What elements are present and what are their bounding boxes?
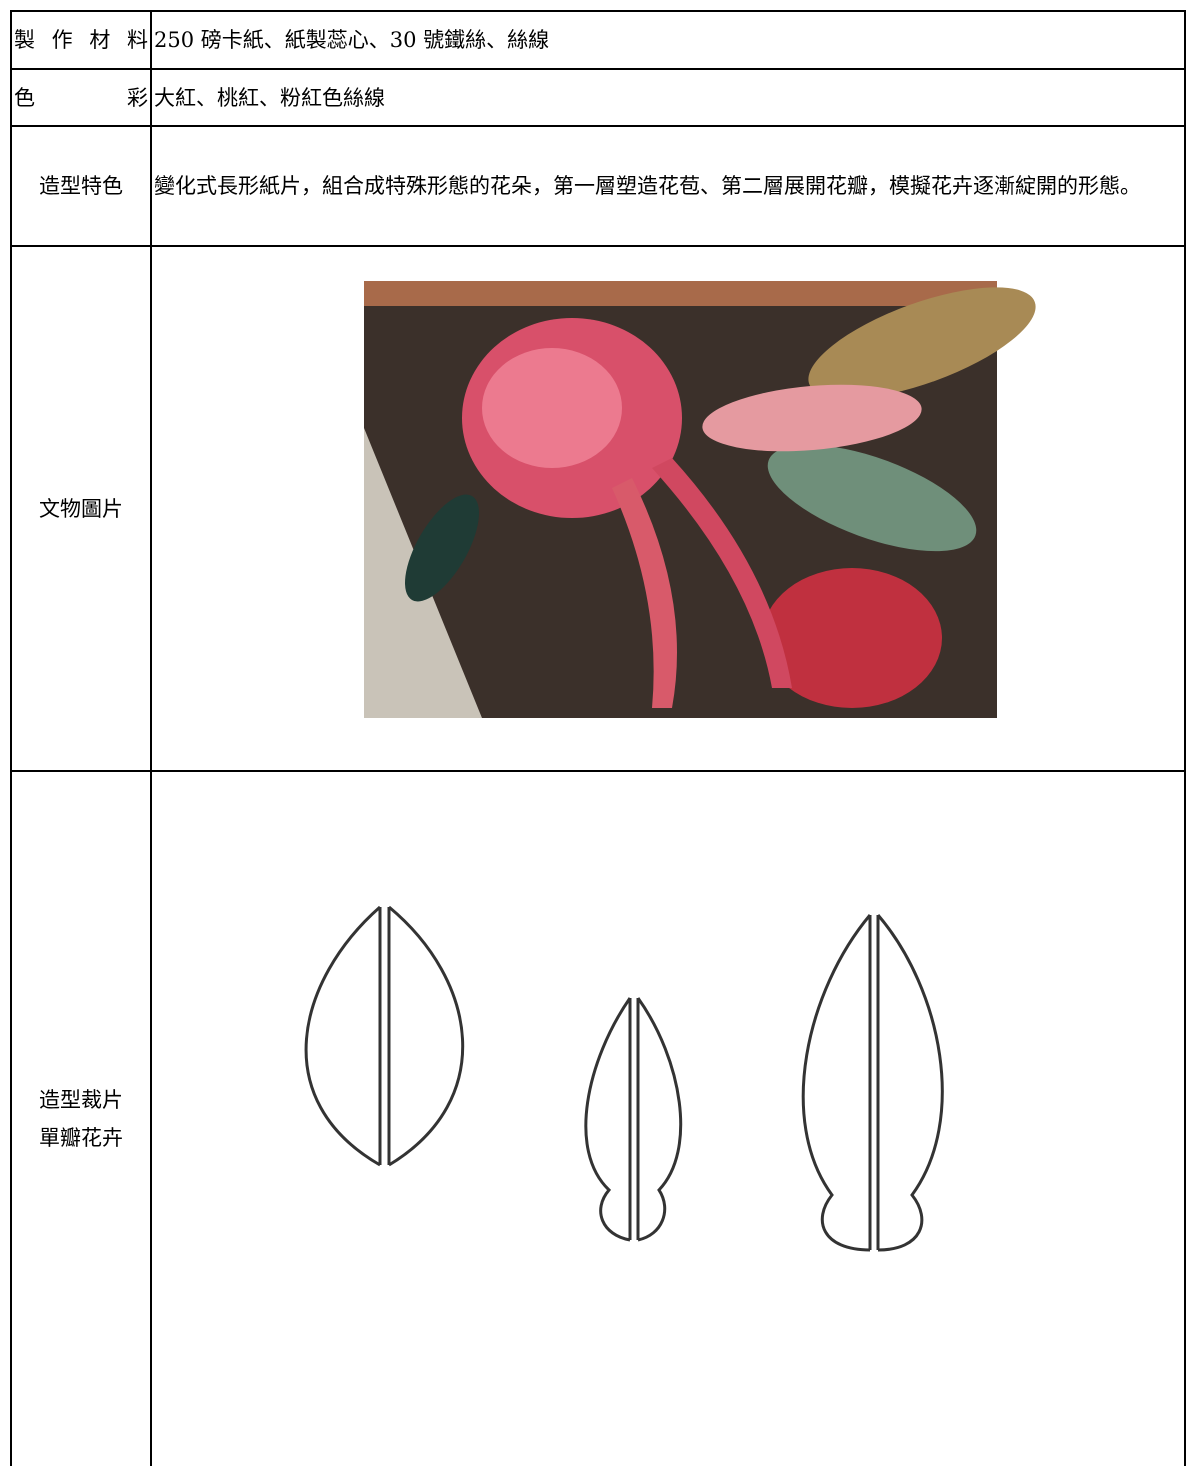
row-label: 造型裁片 單瓣花卉 xyxy=(10,770,152,1466)
label-text: 造型裁片 xyxy=(39,1088,123,1112)
row: 色彩 大紅、桃紅、粉紅色絲線 xyxy=(10,68,1186,127)
artifact-photo xyxy=(364,281,1036,718)
row-label: 文物圖片 xyxy=(10,245,152,772)
label-text: 單瓣花卉 xyxy=(39,1126,123,1150)
row: 製作材料 250 磅卡紙、紙製蕊心、30 號鐵絲、絲線 xyxy=(10,10,1186,70)
label-text: 製作材料 xyxy=(14,28,148,52)
label-text: 造型特色 xyxy=(39,174,123,198)
photo-cell xyxy=(150,245,1186,772)
pattern-cell xyxy=(150,770,1186,1466)
row: 文物圖片 xyxy=(10,245,1186,772)
row-label: 造型特色 xyxy=(10,125,152,247)
spec-table: 製作材料 250 磅卡紙、紙製蕊心、30 號鐵絲、絲線 色彩 大紅、桃紅、粉紅色… xyxy=(10,10,1186,1466)
row-label: 色彩 xyxy=(10,68,152,127)
label-text: 色彩 xyxy=(14,85,148,110)
row: 造型裁片 單瓣花卉 xyxy=(10,770,1186,1466)
row-value: 250 磅卡紙、紙製蕊心、30 號鐵絲、絲線 xyxy=(150,10,1186,70)
row-label: 製作材料 xyxy=(10,10,152,70)
label-text: 文物圖片 xyxy=(39,496,123,521)
row: 造型特色 變化式長形紙片，組合成特殊形態的花朵，第一層塑造花苞、第二層展開花瓣，… xyxy=(10,125,1186,247)
row-value: 變化式長形紙片，組合成特殊形態的花朵，第一層塑造花苞、第二層展開花瓣，模擬花卉逐… xyxy=(150,125,1186,247)
row-value: 大紅、桃紅、粉紅色絲線 xyxy=(150,68,1186,127)
petal-patterns xyxy=(304,905,944,1252)
